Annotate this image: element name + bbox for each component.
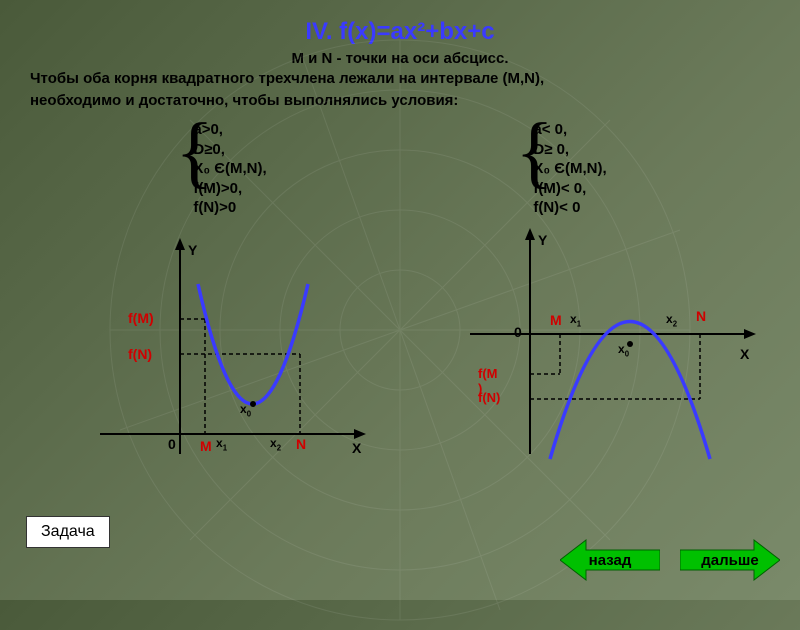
next-label: дальше bbox=[701, 552, 758, 569]
x1-label: x1 bbox=[216, 436, 227, 452]
n-label: N bbox=[696, 308, 706, 324]
x0-label: x0 bbox=[240, 402, 251, 418]
chart-right: Y X 0 M N x1 x2 x0 f(M) f(N) bbox=[420, 224, 760, 484]
fn-label: f(N) bbox=[478, 390, 500, 405]
m-label: M bbox=[550, 312, 562, 328]
x-axis-label: X bbox=[740, 346, 749, 362]
next-button[interactable]: дальше bbox=[680, 538, 780, 582]
m-label: M bbox=[200, 438, 212, 454]
y-axis-label: Y bbox=[188, 242, 197, 258]
x0-label: x0 bbox=[618, 342, 629, 358]
origin-label: 0 bbox=[514, 324, 522, 340]
back-label: назад bbox=[589, 552, 632, 569]
cond-r5: f(N)< 0 bbox=[533, 198, 606, 218]
zadacha-button[interactable]: Задача bbox=[26, 516, 110, 548]
back-button[interactable]: назад bbox=[560, 538, 660, 582]
x2-label: x2 bbox=[270, 436, 281, 452]
subtitle: M и N - точки на оси абсцисс. bbox=[0, 50, 800, 67]
x-axis-label: X bbox=[352, 440, 361, 456]
page-title: IV. f(x)=ах²+bx+c bbox=[0, 0, 800, 46]
brace-icon: { bbox=[175, 118, 213, 186]
y-axis-label: Y bbox=[538, 232, 547, 248]
x1-label: x1 bbox=[570, 312, 581, 328]
brace-icon: { bbox=[515, 118, 553, 186]
x2-label: x2 bbox=[666, 312, 677, 328]
cond-l5: f(N)>0 bbox=[193, 198, 266, 218]
n-label: N bbox=[296, 436, 306, 452]
origin-label: 0 bbox=[168, 436, 176, 452]
conditions-right: { a< 0, D≥ 0, Х₀ Є(M,N), f(M)< 0, f(N)< … bbox=[533, 120, 606, 218]
chart-left: Y X 0 f(M) f(N) M N x1 x2 x0 bbox=[40, 224, 380, 484]
conditions-left: { a>0, D≥0, Х₀ Є(M,N), f(M)>0, f(N)>0 bbox=[193, 120, 266, 218]
fn-label: f(N) bbox=[128, 346, 152, 362]
fm-label: f(M) bbox=[128, 310, 154, 326]
desc-line-1: Чтобы оба корня квадратного трехчлена ле… bbox=[30, 69, 770, 89]
desc-line-2: необходимо и достаточно, чтобы выполняли… bbox=[30, 91, 770, 111]
